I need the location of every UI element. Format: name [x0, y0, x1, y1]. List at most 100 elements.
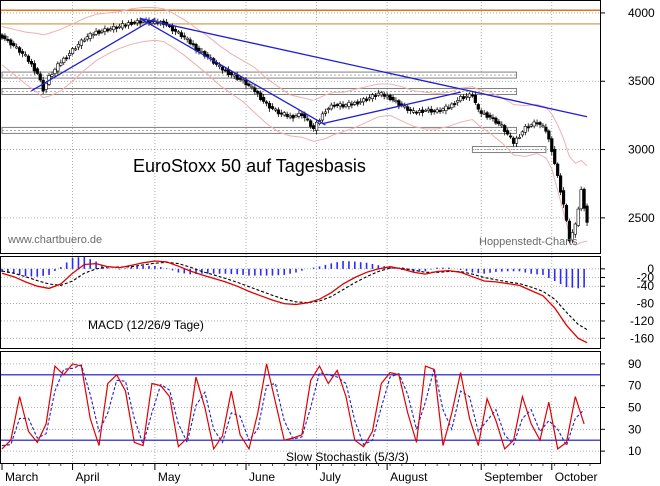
price-candle	[188, 39, 192, 45]
price-candle	[497, 121, 501, 125]
month-tick-label: August	[390, 470, 428, 484]
price-candle	[541, 125, 545, 128]
price-candle	[367, 97, 372, 100]
price-candle	[420, 109, 425, 113]
price-candle	[332, 104, 336, 107]
price-candle	[279, 112, 283, 115]
price-candle	[170, 25, 175, 32]
price-candle	[538, 122, 542, 125]
price-candle	[291, 115, 295, 119]
price-candle	[506, 130, 510, 135]
axis-layer: March April May June July August September Octo…	[1, 6, 655, 484]
price-candle	[29, 60, 34, 65]
price-y-tick-label: 3000	[628, 143, 655, 157]
price-candle	[106, 28, 110, 32]
price-candle	[179, 32, 183, 37]
price-candle	[91, 34, 95, 37]
price-candle	[476, 104, 480, 110]
price-candle	[397, 100, 401, 106]
price-candle	[441, 108, 445, 111]
price-candle	[6, 39, 10, 41]
price-candle	[217, 65, 222, 68]
price-candle	[256, 91, 260, 94]
price-candle	[312, 125, 316, 129]
price-candle	[535, 122, 539, 125]
price-candle	[85, 36, 89, 40]
price-candle	[326, 108, 330, 111]
stoch-y-tick-label: 10	[628, 444, 642, 458]
price-candle	[558, 175, 563, 193]
price-candle	[320, 113, 325, 121]
price-candle	[276, 109, 280, 115]
price-candle	[41, 79, 45, 92]
month-tick-label: June	[249, 470, 275, 484]
stochastic-label: Slow Stochastik (5/3/3)	[286, 450, 409, 464]
month-tick-label: April	[76, 470, 100, 484]
price-candle	[294, 115, 298, 118]
watermark-left: www.chartbuero.de	[7, 234, 102, 246]
price-candle	[409, 109, 413, 112]
price-candle	[15, 46, 19, 49]
price-candle	[450, 103, 454, 109]
price-candle	[235, 74, 239, 80]
price-candle	[220, 66, 225, 71]
price-candle	[3, 35, 7, 40]
price-candle	[561, 190, 566, 205]
watermark-right: Hoppenstedt-Charts	[479, 236, 578, 248]
price-candle	[459, 96, 463, 102]
price-candle	[417, 110, 422, 113]
price-candle	[514, 137, 519, 144]
price-candle	[68, 52, 72, 56]
price-y-tick-label: 3500	[628, 74, 655, 88]
price-candle	[309, 120, 313, 127]
price-candle	[553, 148, 557, 164]
month-tick-label: March	[5, 470, 38, 484]
price-candle	[253, 87, 257, 92]
month-tick-label: July	[320, 470, 341, 484]
stoch-k-line	[1, 363, 585, 451]
trendline	[140, 17, 588, 118]
price-candle	[264, 101, 269, 104]
price-candle	[97, 30, 101, 34]
price-candle	[94, 30, 98, 35]
price-candle	[382, 93, 386, 97]
price-candle	[20, 51, 25, 54]
price-candle	[582, 188, 586, 209]
price-candle	[573, 223, 577, 235]
price-candle	[62, 57, 66, 63]
price-candle	[323, 111, 328, 114]
bollinger-lower-band	[1, 39, 588, 246]
price-candle	[388, 94, 392, 100]
trendline	[31, 17, 156, 92]
price-candle	[356, 101, 360, 105]
price-candle	[70, 48, 75, 55]
price-candle	[50, 74, 54, 77]
price-candle	[150, 21, 154, 24]
price-candle	[115, 26, 119, 29]
macd-y-tick-label: -80	[637, 297, 655, 311]
price-candle	[26, 55, 31, 62]
price-candle	[53, 68, 57, 74]
price-candle	[141, 20, 145, 23]
price-candle	[100, 30, 104, 33]
price-candle	[503, 125, 507, 132]
price-candle	[79, 39, 83, 46]
price-candle	[200, 51, 204, 53]
price-candle	[273, 108, 278, 111]
price-candle	[406, 106, 410, 111]
price-candle	[132, 21, 136, 24]
price-candle	[526, 126, 530, 129]
price-candle	[18, 47, 22, 53]
price-candle	[118, 25, 122, 28]
macd-panel-frame	[0, 256, 601, 349]
price-candle	[444, 105, 448, 111]
price-candle	[229, 72, 233, 76]
macd-y-tick-label: -40	[637, 279, 655, 293]
price-y-tick-label: 2500	[628, 211, 655, 225]
price-candle	[129, 21, 133, 25]
price-candle	[270, 106, 275, 109]
price-candle	[173, 29, 178, 32]
price-candle	[262, 97, 266, 102]
price-candle	[250, 86, 254, 88]
